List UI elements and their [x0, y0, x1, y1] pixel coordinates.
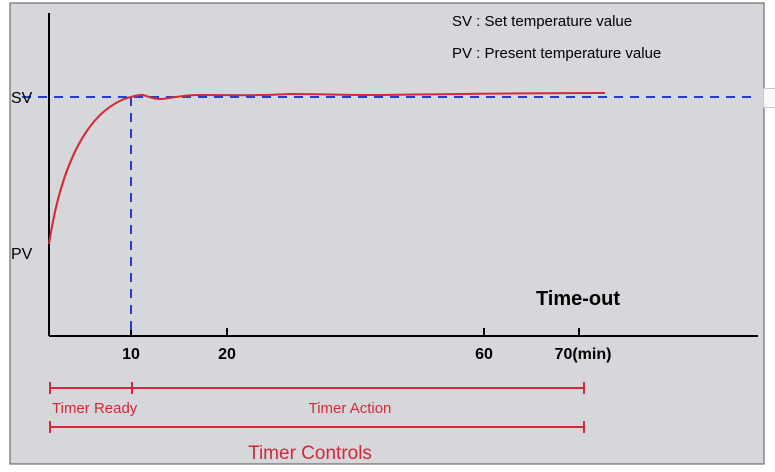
x-tick-label-70: 70(min): [555, 346, 612, 363]
time-out-label: Time-out: [536, 288, 620, 310]
timer-ready-label: Timer Ready: [52, 400, 138, 417]
diagram-background: [9, 2, 765, 465]
y-label-pv: PV: [11, 246, 33, 263]
timer-action-label: Timer Action: [309, 400, 392, 417]
side-panel-edge: [763, 88, 775, 108]
timer-controls-label: Timer Controls: [248, 443, 372, 464]
legend-pv: PV : Present temperature value: [452, 45, 661, 62]
y-label-sv: SV: [11, 90, 33, 107]
x-tick-label-60: 60: [475, 346, 493, 363]
x-tick-label-10: 10: [122, 346, 140, 363]
x-tick-label-20: 20: [218, 346, 236, 363]
temperature-curve: [48, 92, 606, 245]
legend-sv: SV : Set temperature value: [452, 13, 632, 30]
